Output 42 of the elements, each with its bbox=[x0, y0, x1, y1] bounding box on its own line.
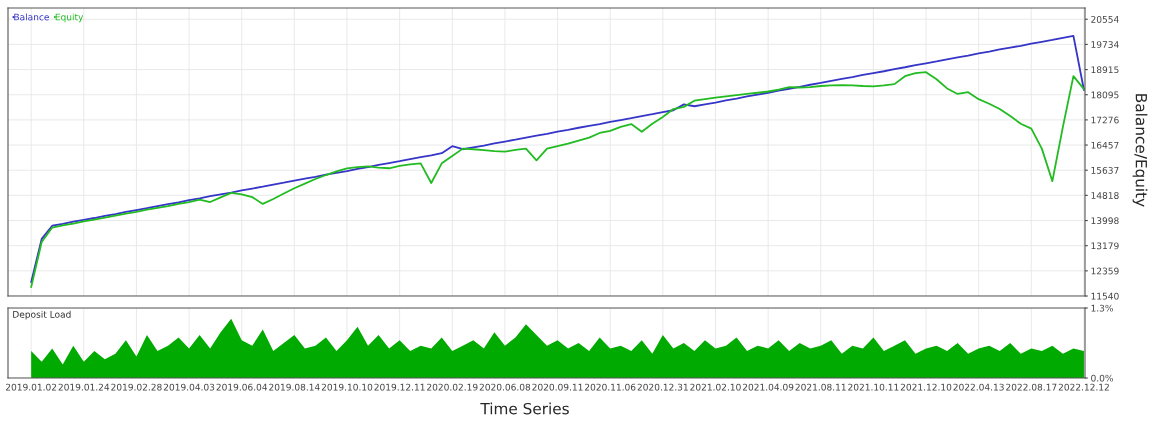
x-tick-label: 2019.02.28 bbox=[111, 383, 162, 391]
y-tick-label: 14818 bbox=[1091, 192, 1119, 199]
y-tick-label: 1.3% bbox=[1091, 304, 1113, 312]
x-tick-label: 2021.10.11 bbox=[848, 383, 899, 391]
x-tick-label: 2020.06.08 bbox=[479, 383, 531, 391]
y-tick-label: 13179 bbox=[1091, 242, 1119, 250]
y-tick-label: 11540 bbox=[1091, 292, 1119, 300]
y-tick-label: 16457 bbox=[1091, 141, 1119, 149]
y-tick-label: 15637 bbox=[1091, 166, 1119, 174]
y-tick-label: 18915 bbox=[1091, 66, 1119, 74]
legend-label: Equity bbox=[55, 13, 84, 23]
x-tick-label: 2022.04.13 bbox=[953, 383, 1004, 391]
x-tick-label: 2019.06.04 bbox=[216, 383, 268, 391]
x-axis-title: Time Series bbox=[480, 402, 569, 415]
y-tick-label: 12359 bbox=[1091, 267, 1119, 275]
y-axis-title: Balance/Equity bbox=[1132, 94, 1148, 207]
x-tick-label: 2019.01.24 bbox=[58, 383, 110, 391]
x-tick-label: 2020.02.19 bbox=[427, 383, 478, 391]
x-tick-label: 2020.11.06 bbox=[585, 383, 636, 391]
chart-title: Deposit Load bbox=[13, 310, 71, 320]
y-tick-label: 19734 bbox=[1091, 41, 1119, 48]
x-tick-label: 2021.02.10 bbox=[690, 383, 741, 391]
legend-label: Balance bbox=[14, 13, 49, 21]
x-tick-label: 2021.12.10 bbox=[900, 383, 952, 391]
x-tick-label: 2020.09.11 bbox=[532, 383, 583, 391]
line-series bbox=[30, 35, 1085, 284]
x-tick-label: 2021.04.09 bbox=[742, 383, 794, 391]
y-tick-label: 13998 bbox=[1091, 217, 1119, 225]
y-tick-label: 0.0% bbox=[1091, 374, 1113, 382]
line-series bbox=[30, 71, 1085, 289]
x-tick-label: 2022.08.17 bbox=[1006, 383, 1057, 391]
x-tick-label: 2020.12.31 bbox=[637, 383, 688, 391]
y-tick-label: 20554 bbox=[1091, 15, 1119, 23]
x-tick-label: 2021.08.11 bbox=[795, 383, 846, 391]
x-tick-label: 2019.08.14 bbox=[269, 383, 320, 391]
x-tick-label: 2022.12.12 bbox=[1058, 383, 1109, 391]
x-tick-label: 2019.01.02 bbox=[5, 383, 57, 391]
y-tick-label: 18095 bbox=[1091, 91, 1119, 99]
x-tick-label: 2019.10.10 bbox=[321, 383, 373, 391]
x-tick-label: 2019.04.03 bbox=[163, 383, 215, 391]
y-tick-label: 17276 bbox=[1091, 116, 1119, 124]
x-tick-label: 2019.12.11 bbox=[374, 383, 425, 391]
